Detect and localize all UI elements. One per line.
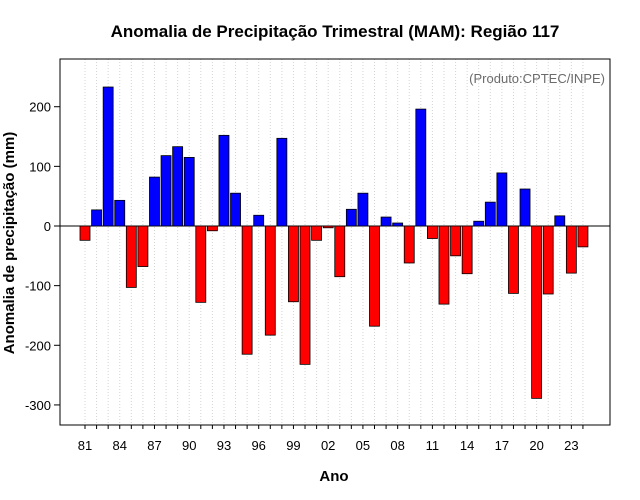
- bar-1983: [102, 86, 114, 227]
- bar-2009: [403, 225, 415, 264]
- y-tick-label: -100: [25, 279, 51, 294]
- bar-2012: [438, 225, 450, 305]
- plot-frame: [59, 58, 611, 426]
- bar-1981: [79, 225, 91, 241]
- y-tick-label: 200: [29, 100, 51, 115]
- bars: [79, 86, 589, 399]
- x-tick-label: 05: [356, 438, 370, 453]
- bar-1986: [137, 225, 149, 267]
- x-tick-label: 96: [251, 438, 265, 453]
- x-tick-label: 81: [78, 438, 92, 453]
- y-axis: -300 -200 -100 0 100 200: [25, 100, 60, 413]
- bar-2010: [415, 108, 427, 227]
- bar-1990: [183, 157, 195, 227]
- y-tick-label: -300: [25, 398, 51, 413]
- y-axis-label: Anomalia de precipitação (mm): [1, 132, 18, 355]
- y-tick-label: 100: [29, 159, 51, 174]
- bar-2017: [496, 172, 508, 227]
- bar-2021: [542, 225, 554, 295]
- bar-2024: [577, 225, 589, 248]
- x-axis-label: Ano: [319, 468, 348, 485]
- bar-2000: [299, 225, 311, 365]
- bar-2001: [311, 225, 323, 241]
- bar-1998: [276, 137, 288, 227]
- bar-2019: [519, 188, 531, 227]
- bar-2003: [334, 225, 346, 278]
- bar-2014: [461, 225, 473, 275]
- y-tick-label: -200: [25, 338, 51, 353]
- x-tick-label: 20: [529, 438, 543, 453]
- bar-1999: [288, 225, 299, 303]
- x-tick-label: 99: [286, 438, 300, 453]
- bar-2008: [392, 222, 404, 227]
- bar-2011: [426, 225, 438, 239]
- x-tick-label: 23: [564, 438, 578, 453]
- bar-1985: [125, 225, 137, 288]
- bar-1991: [195, 225, 207, 303]
- bar-2023: [565, 225, 577, 274]
- bar-2016: [484, 201, 496, 227]
- bar-2020: [531, 225, 543, 399]
- chart-title: Anomalia de Precipitação Trimestral (MAM…: [111, 22, 560, 41]
- bar-1984: [114, 199, 126, 227]
- x-tick-label: 90: [182, 438, 196, 453]
- bar-2018: [508, 225, 519, 294]
- bar-1993: [218, 134, 230, 227]
- x-tick-label: 14: [460, 438, 474, 453]
- y-tick-label: 0: [44, 219, 51, 234]
- bar-2007: [380, 216, 392, 227]
- bar-1995: [241, 225, 253, 355]
- x-tick-label: 08: [390, 438, 404, 453]
- bar-2015: [473, 220, 485, 227]
- bar-2004: [345, 208, 357, 227]
- bar-1997: [264, 225, 276, 336]
- bar-2013: [450, 225, 461, 257]
- x-tick-label: 84: [113, 438, 127, 453]
- bar-1988: [160, 155, 172, 227]
- bar-2006: [369, 225, 380, 327]
- bar-1994: [230, 192, 241, 227]
- x-tick-label: 87: [147, 438, 161, 453]
- bar-1987: [149, 176, 160, 227]
- bar-1989: [172, 146, 184, 227]
- x-tick-label: 93: [217, 438, 231, 453]
- product-credit: (Produto:CPTEC/INPE): [469, 71, 605, 86]
- bar-2022: [554, 215, 566, 227]
- x-tick-label: 11: [426, 438, 440, 453]
- bar-2005: [357, 192, 369, 227]
- x-tick-label: 02: [321, 438, 335, 453]
- bar-1992: [206, 225, 218, 232]
- x-tick-label: 17: [495, 438, 509, 453]
- bar-2002: [322, 225, 334, 229]
- bar-1996: [253, 214, 265, 227]
- bar-1982: [91, 209, 102, 227]
- x-axis: 81 84 87 90 93 96 99 02 05 08 11 14 17 20 23: [78, 425, 584, 453]
